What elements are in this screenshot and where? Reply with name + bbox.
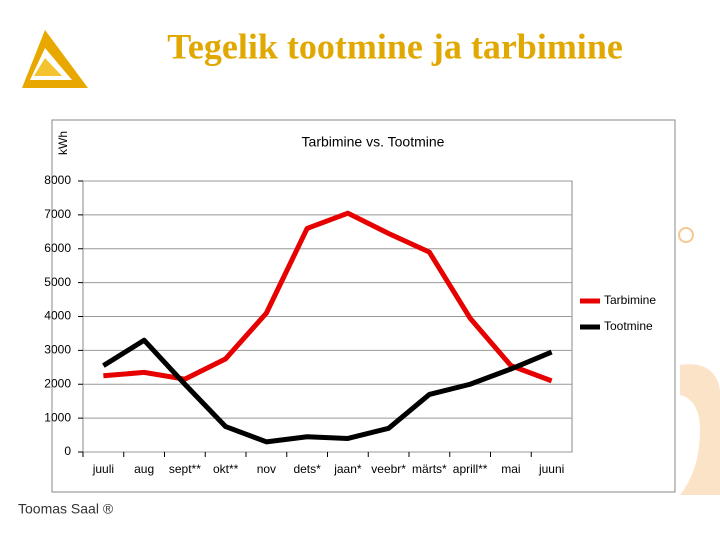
x-tick-label: veebr* [371,462,406,476]
legend-label: Tarbimine [604,293,656,307]
logo [22,30,88,88]
x-tick-label: nov [257,462,276,476]
x-tick-label: juuli [92,462,114,476]
y-axis-label: kWh [56,131,70,155]
series-line [102,337,553,445]
x-tick-label: mai [501,462,520,476]
x-tick-label: sept** [169,462,201,476]
x-tick-label: märts* [412,462,447,476]
y-tick-label: 0 [64,444,71,458]
x-tick-label: okt** [213,462,239,476]
y-tick-label: 5000 [44,275,71,289]
y-tick-label: 6000 [44,241,71,255]
footer: Toomas Saal ® [18,501,114,517]
chart-title: Tarbimine vs. Tootmine [302,134,445,150]
x-tick-label: dets* [293,462,321,476]
y-tick-label: 7000 [44,207,71,221]
x-tick-label: aug [134,462,154,476]
slide-title: Tegelik tootmine ja tarbimine [167,26,623,66]
x-tick-label: aprill** [453,462,488,476]
y-tick-label: 2000 [44,376,71,390]
y-tick-label: 4000 [44,309,71,323]
y-tick-label: 8000 [44,173,71,187]
y-tick-label: 3000 [44,343,71,357]
x-tick-label: jaan* [333,462,362,476]
x-tick-label: juuni [538,462,564,476]
legend-label: Tootmine [604,319,653,333]
decoration [678,227,720,495]
y-tick-label: 1000 [44,410,71,424]
